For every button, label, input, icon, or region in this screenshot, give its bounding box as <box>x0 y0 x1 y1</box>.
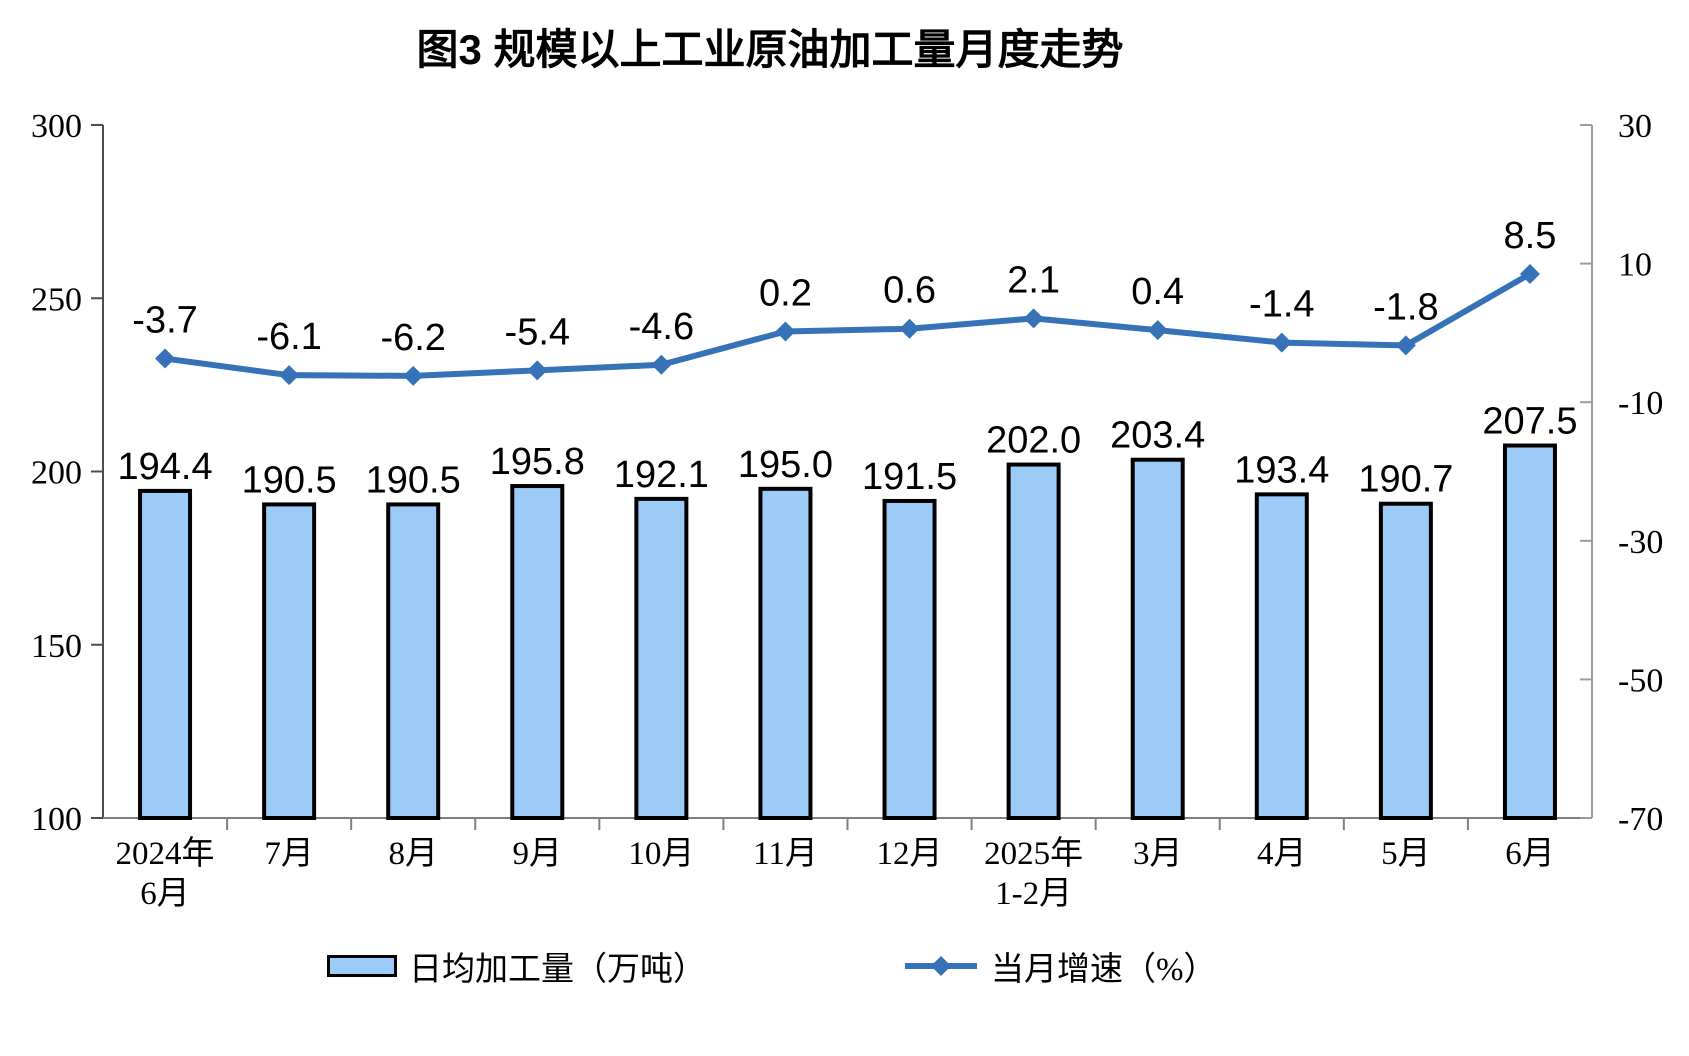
left-tick-label: 150 <box>31 628 82 665</box>
bar <box>882 498 937 820</box>
bar-value-label: 191.5 <box>862 456 957 498</box>
right-tick-label: -10 <box>1618 385 1663 422</box>
line-value-label: -1.4 <box>1249 284 1314 326</box>
bar <box>510 484 565 820</box>
bar-value-label: 195.0 <box>738 444 833 486</box>
bar <box>1502 443 1557 820</box>
growth-line <box>162 270 1533 379</box>
bar-value-label: 203.4 <box>1110 415 1205 457</box>
line-marker <box>403 365 424 386</box>
chart-title: 图3 规模以上工业原油加工量月度走势 <box>416 26 1124 73</box>
line-value-label: 0.4 <box>1131 271 1184 313</box>
left-tick-label: 100 <box>31 801 82 838</box>
bar-value-label: 190.5 <box>242 459 337 501</box>
line-marker <box>1395 335 1416 356</box>
line-value-label: -5.4 <box>505 311 570 353</box>
bar-value-label: 190.7 <box>1358 459 1453 501</box>
left-tick-label: 250 <box>31 281 82 318</box>
line-value-label: 0.2 <box>759 273 812 315</box>
line-value-label: 8.5 <box>1504 215 1557 257</box>
x-category-label: 4月 <box>1257 836 1307 872</box>
bar <box>262 502 317 820</box>
right-tick-label: -70 <box>1618 801 1663 838</box>
x-category-label: 11月 <box>753 836 818 872</box>
x-category-label: 10月 <box>628 836 694 872</box>
bar <box>634 496 689 820</box>
bar-value-label: 190.5 <box>366 459 461 501</box>
bar-value-label: 195.8 <box>490 441 585 483</box>
legend-item-line: 当月增速（%） <box>903 944 1217 988</box>
legend-line-label: 当月增速（%） <box>991 952 1217 988</box>
bar-value-label: 192.1 <box>614 454 709 496</box>
bar <box>758 486 813 820</box>
line-value-label: -6.2 <box>380 317 445 359</box>
x-category-label: 2025年 <box>984 835 1083 872</box>
left-tick-label: 200 <box>31 455 82 492</box>
bar-value-label: 202.0 <box>986 420 1081 462</box>
x-category-label: 5月 <box>1381 836 1431 872</box>
line-value-label: -1.8 <box>1373 286 1438 328</box>
line-marker <box>775 321 796 342</box>
line-marker <box>279 365 300 386</box>
x-category-label: 3月 <box>1133 836 1183 872</box>
legend-bar-label: 日均加工量（万吨） <box>409 952 706 988</box>
line-value-label: 2.1 <box>1007 259 1060 301</box>
x-category-label: 6月 <box>1505 836 1555 872</box>
line-marker <box>1519 263 1540 284</box>
bar <box>1006 462 1061 820</box>
legend: 日均加工量（万吨） 当月增速（%） <box>0 944 1689 988</box>
x-category-label: 9月 <box>513 836 563 872</box>
bar <box>1378 501 1433 820</box>
line-swatch-icon <box>905 956 977 976</box>
bar <box>386 502 441 820</box>
left-tick-label: 300 <box>31 108 82 145</box>
line-marker <box>155 348 176 369</box>
x-category-label: 12月 <box>877 836 943 872</box>
line-value-label: -3.7 <box>132 300 197 342</box>
line-marker <box>527 360 548 381</box>
x-category-label: 7月 <box>264 836 314 872</box>
x-category-label: 8月 <box>388 836 438 872</box>
bar-swatch-icon <box>327 955 397 977</box>
line-value-label: -6.1 <box>256 316 321 358</box>
line-marker <box>1271 332 1292 353</box>
bar-value-label: 207.5 <box>1482 401 1577 443</box>
line-marker <box>1147 320 1168 341</box>
bar <box>1130 457 1185 820</box>
bar <box>1254 492 1309 820</box>
right-tick-label: -50 <box>1618 662 1663 699</box>
line-marker <box>899 318 920 339</box>
bar-value-label: 193.4 <box>1234 449 1329 491</box>
line-marker <box>1023 308 1044 329</box>
bar <box>138 488 193 820</box>
right-tick-label: 30 <box>1618 108 1652 145</box>
x-category-label: 2024年 <box>116 835 215 872</box>
x-category-label: 6月 <box>140 876 190 912</box>
bar-value-label: 194.4 <box>117 446 212 488</box>
line-marker <box>651 354 672 375</box>
right-tick-label: -30 <box>1618 524 1663 561</box>
line-value-label: -4.6 <box>629 306 694 348</box>
right-tick-label: 10 <box>1618 247 1652 284</box>
x-category-label: 1-2月 <box>995 876 1072 912</box>
line-value-label: 0.6 <box>883 270 936 312</box>
legend-item-bar: 日均加工量（万吨） <box>327 944 706 988</box>
